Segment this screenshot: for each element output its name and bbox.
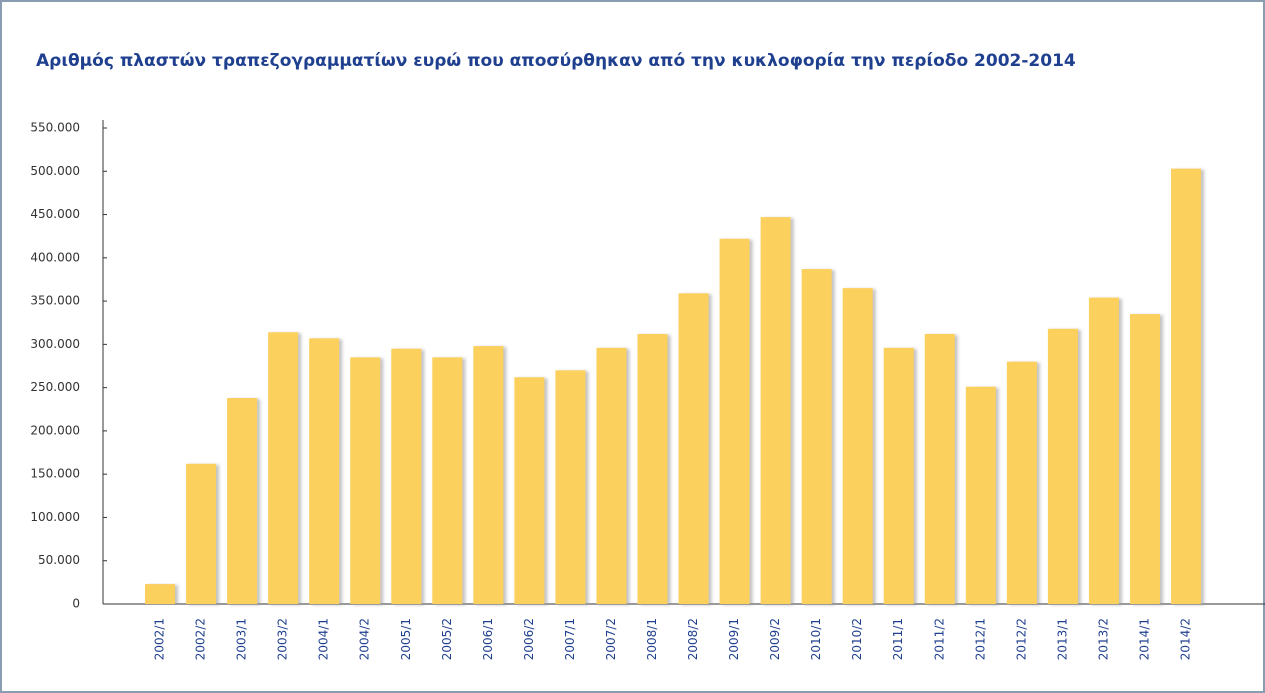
bar [883, 347, 914, 604]
x-tick-label: 2007/2 [604, 618, 618, 660]
y-tick-label: 200.000 [30, 423, 80, 437]
bar [719, 238, 750, 604]
bar [924, 333, 955, 604]
bar [637, 333, 668, 604]
y-tick-label: 100.000 [30, 510, 80, 524]
bar [514, 377, 545, 604]
x-tick-label: 2010/1 [809, 618, 823, 660]
x-tick-label: 2010/2 [850, 618, 864, 660]
bar [268, 332, 299, 604]
y-tick-label: 350.000 [30, 294, 80, 308]
bar [678, 293, 709, 604]
bar [842, 288, 873, 604]
x-tick-label: 2009/2 [768, 618, 782, 660]
y-tick-label: 250.000 [30, 380, 80, 394]
x-tick-label: 2011/1 [891, 618, 905, 660]
x-tick-label: 2002/1 [153, 618, 167, 660]
x-tick-label: 2006/1 [481, 618, 495, 660]
x-tick-label: 2014/1 [1137, 618, 1151, 660]
y-tick-label: 500.000 [30, 164, 80, 178]
bar [145, 584, 176, 604]
bar [350, 357, 381, 604]
y-tick-label: 50.000 [38, 553, 80, 567]
y-tick-label: 300.000 [30, 337, 80, 351]
x-tick-label: 2004/2 [358, 618, 372, 660]
bar [391, 348, 422, 604]
y-tick-label: 450.000 [30, 207, 80, 221]
bar [596, 347, 627, 604]
bar [432, 357, 463, 604]
x-tick-label: 2004/1 [317, 618, 331, 660]
bar [1129, 314, 1160, 604]
x-tick-label: 2013/1 [1055, 618, 1069, 660]
y-tick-label: 150.000 [30, 467, 80, 481]
bar [1006, 361, 1037, 604]
x-tick-label: 2008/1 [645, 618, 659, 660]
x-tick-label: 2003/2 [276, 618, 290, 660]
bar [1047, 328, 1078, 604]
x-tick-label: 2013/2 [1096, 618, 1110, 660]
y-tick-label: 550.000 [30, 121, 80, 135]
chart-title: Αριθμός πλαστών τραπεζογραμματίων ευρώ π… [36, 51, 1076, 71]
y-tick-label: 0 [72, 597, 80, 611]
x-tick-label: 2014/2 [1179, 618, 1193, 660]
bar [186, 463, 217, 604]
y-tick-label: 400.000 [30, 250, 80, 264]
x-tick-label: 2006/2 [522, 618, 536, 660]
bar [1088, 297, 1119, 604]
x-tick-label: 2007/1 [563, 618, 577, 660]
bar [1171, 168, 1202, 604]
bar [309, 338, 340, 604]
x-tick-label: 2005/2 [440, 618, 454, 660]
bar [965, 386, 996, 604]
x-tick-label: 2009/1 [727, 618, 741, 660]
bar [227, 398, 258, 604]
x-tick-label: 2012/1 [973, 618, 987, 660]
bar [555, 370, 586, 604]
x-tick-label: 2003/1 [235, 618, 249, 660]
x-tick-label: 2008/2 [686, 618, 700, 660]
bar [801, 269, 832, 604]
bar [760, 217, 791, 604]
x-tick-label: 2005/1 [399, 618, 413, 660]
bar [473, 346, 504, 604]
x-tick-label: 2002/2 [194, 618, 208, 660]
x-tick-label: 2011/2 [932, 618, 946, 660]
x-tick-label: 2012/2 [1014, 618, 1028, 660]
